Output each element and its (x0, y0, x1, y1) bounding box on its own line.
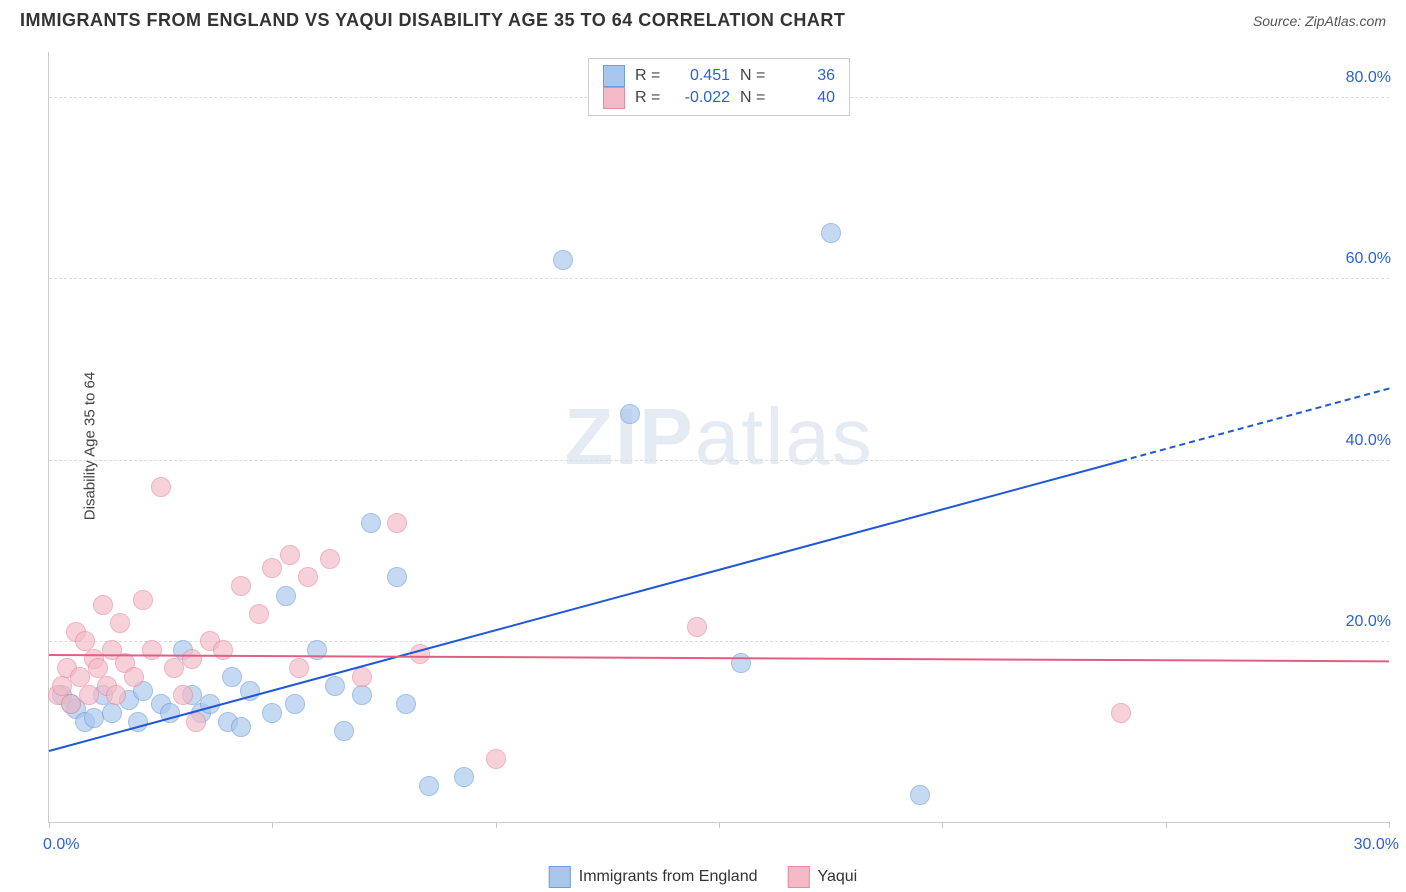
legend-item-england: Immigrants from England (549, 866, 758, 888)
data-point-yaqui (133, 590, 153, 610)
data-point-yaqui (387, 513, 407, 533)
data-point-yaqui (486, 749, 506, 769)
data-point-england (387, 567, 407, 587)
data-point-yaqui (687, 617, 707, 637)
gridline (49, 278, 1389, 279)
r-value-england: 0.451 (675, 65, 730, 87)
data-point-yaqui (93, 595, 113, 615)
data-point-yaqui (213, 640, 233, 660)
data-point-england (396, 694, 416, 714)
data-point-yaqui (164, 658, 184, 678)
x-tick (1166, 822, 1167, 828)
y-tick-label: 40.0% (1346, 432, 1391, 450)
swatch-yaqui (788, 866, 810, 888)
y-tick-label: 80.0% (1346, 69, 1391, 87)
watermark: ZIPatlas (564, 391, 873, 483)
data-point-yaqui (79, 685, 99, 705)
data-point-yaqui (61, 694, 81, 714)
data-point-england (352, 685, 372, 705)
data-point-yaqui (142, 640, 162, 660)
x-tick (942, 822, 943, 828)
data-point-yaqui (106, 685, 126, 705)
data-point-yaqui (231, 576, 251, 596)
legend-item-yaqui: Yaqui (788, 866, 858, 888)
trend-line-yaqui (49, 654, 1389, 662)
data-point-england (231, 717, 251, 737)
n-value-england: 36 (780, 65, 835, 87)
x-tick (719, 822, 720, 828)
data-point-yaqui (151, 477, 171, 497)
data-point-england (454, 767, 474, 787)
data-point-yaqui (186, 712, 206, 732)
gridline (49, 641, 1389, 642)
data-point-england (262, 703, 282, 723)
legend-row-yaqui: R = -0.022 N = 40 (603, 87, 835, 109)
data-point-england (553, 250, 573, 270)
y-tick-label: 60.0% (1346, 250, 1391, 268)
data-point-england (419, 776, 439, 796)
legend-row-england: R = 0.451 N = 36 (603, 65, 835, 87)
data-point-yaqui (110, 613, 130, 633)
r-label: R = (635, 65, 665, 87)
data-point-yaqui (320, 549, 340, 569)
series-label-yaqui: Yaqui (818, 868, 858, 886)
data-point-england (361, 513, 381, 533)
n-label: N = (740, 65, 770, 87)
data-point-england (222, 667, 242, 687)
data-point-yaqui (280, 545, 300, 565)
x-tick (1389, 822, 1390, 828)
data-point-england (334, 721, 354, 741)
data-point-yaqui (262, 558, 282, 578)
series-label-england: Immigrants from England (579, 868, 758, 886)
x-tick-label: 0.0% (43, 836, 79, 854)
data-point-yaqui (182, 649, 202, 669)
correlation-legend: R = 0.451 N = 36 R = -0.022 N = 40 (588, 58, 850, 116)
data-point-yaqui (52, 676, 72, 696)
data-point-england (285, 694, 305, 714)
x-tick (496, 822, 497, 828)
data-point-yaqui (298, 567, 318, 587)
source-label: Source: ZipAtlas.com (1253, 13, 1386, 29)
data-point-england (325, 676, 345, 696)
x-tick-label: 30.0% (1339, 836, 1399, 854)
data-point-yaqui (88, 658, 108, 678)
data-point-yaqui (1111, 703, 1131, 723)
data-point-england (910, 785, 930, 805)
swatch-england (603, 65, 625, 87)
r-label: R = (635, 87, 665, 109)
y-tick-label: 20.0% (1346, 613, 1391, 631)
trend-line-england (49, 460, 1122, 752)
data-point-yaqui (173, 685, 193, 705)
x-tick (272, 822, 273, 828)
data-point-yaqui (289, 658, 309, 678)
gridline (49, 460, 1389, 461)
r-value-yaqui: -0.022 (675, 87, 730, 109)
chart-title: IMMIGRANTS FROM ENGLAND VS YAQUI DISABIL… (20, 10, 845, 31)
data-point-yaqui (124, 667, 144, 687)
x-tick (49, 822, 50, 828)
data-point-england (620, 404, 640, 424)
data-point-england (102, 703, 122, 723)
scatter-chart: ZIPatlas R = 0.451 N = 36 R = -0.022 N =… (48, 52, 1389, 823)
data-point-yaqui (352, 667, 372, 687)
data-point-england (821, 223, 841, 243)
n-value-yaqui: 40 (780, 87, 835, 109)
series-legend: Immigrants from England Yaqui (549, 866, 857, 888)
swatch-yaqui (603, 87, 625, 109)
trend-line-england (1121, 387, 1390, 461)
n-label: N = (740, 87, 770, 109)
data-point-yaqui (75, 631, 95, 651)
data-point-yaqui (249, 604, 269, 624)
data-point-england (276, 586, 296, 606)
swatch-england (549, 866, 571, 888)
data-point-yaqui (70, 667, 90, 687)
